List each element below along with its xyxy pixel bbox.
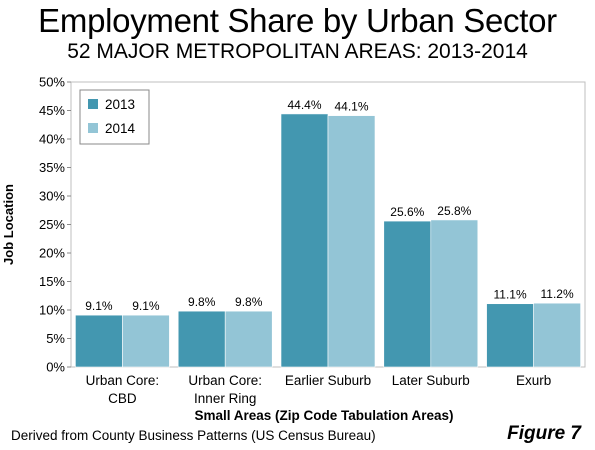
y-tick-label: 50% — [39, 75, 65, 90]
x-tick-label: Later Suburb — [392, 373, 470, 388]
data-label: 44.1% — [334, 100, 368, 114]
bar-2013 — [280, 113, 329, 368]
data-label: 9.1% — [132, 299, 160, 313]
data-label: 44.4% — [287, 98, 321, 112]
data-label: 25.8% — [437, 204, 471, 218]
x-tick-label: Earlier Suburb — [285, 373, 371, 388]
x-axis-title: Small Areas (Zip Code Tabulation Areas) — [194, 408, 453, 423]
data-label: 9.1% — [85, 299, 113, 313]
bar-2014 — [430, 219, 479, 368]
x-tick-label: Exurb — [516, 373, 551, 388]
figure-label: Figure 7 — [507, 423, 581, 444]
x-tick-label: Inner Ring — [194, 391, 256, 406]
x-tick-label: Urban Core: — [188, 373, 262, 388]
y-tick-label: 25% — [39, 217, 65, 232]
data-label: 9.8% — [188, 295, 216, 309]
bar-2013 — [383, 220, 432, 368]
bar-2014 — [224, 310, 273, 368]
chart-title: Employment Share by Urban Sector — [38, 2, 557, 39]
y-tick-label: 15% — [39, 274, 65, 289]
y-tick-label: 10% — [39, 303, 65, 318]
data-label: 25.6% — [390, 205, 424, 219]
bar-2013 — [75, 314, 123, 368]
bar-2013 — [177, 310, 226, 368]
y-axis-title: Job Location — [1, 184, 16, 265]
y-tick-label: 5% — [46, 331, 65, 346]
data-label: 9.8% — [235, 295, 263, 309]
legend-box — [79, 89, 150, 145]
bar-2013 — [486, 303, 534, 368]
data-label: 11.2% — [541, 287, 574, 301]
y-tick-label: 35% — [39, 160, 65, 175]
x-tick-label: Urban Core: — [86, 373, 160, 388]
legend-swatch-2014 — [88, 123, 98, 133]
y-tick-label: 30% — [39, 189, 65, 204]
chart-subtitle: 52 MAJOR METROPOLITAN AREAS: 2013-2014 — [67, 40, 528, 63]
bar-2014 — [327, 115, 376, 368]
legend-label: 2013 — [105, 97, 135, 112]
bar-2014 — [533, 302, 581, 368]
y-tick-label: 0% — [46, 360, 65, 375]
y-tick-label: 45% — [39, 103, 65, 118]
y-tick-label: 40% — [39, 132, 65, 147]
x-tick-label: CBD — [108, 391, 137, 406]
legend-label: 2014 — [105, 121, 136, 136]
legend-swatch-2013 — [88, 99, 98, 109]
source-note: Derived from County Business Patterns (U… — [11, 428, 376, 443]
y-tick-label: 20% — [39, 246, 65, 261]
bar-2014 — [122, 314, 170, 368]
data-label: 11.1% — [494, 288, 527, 302]
